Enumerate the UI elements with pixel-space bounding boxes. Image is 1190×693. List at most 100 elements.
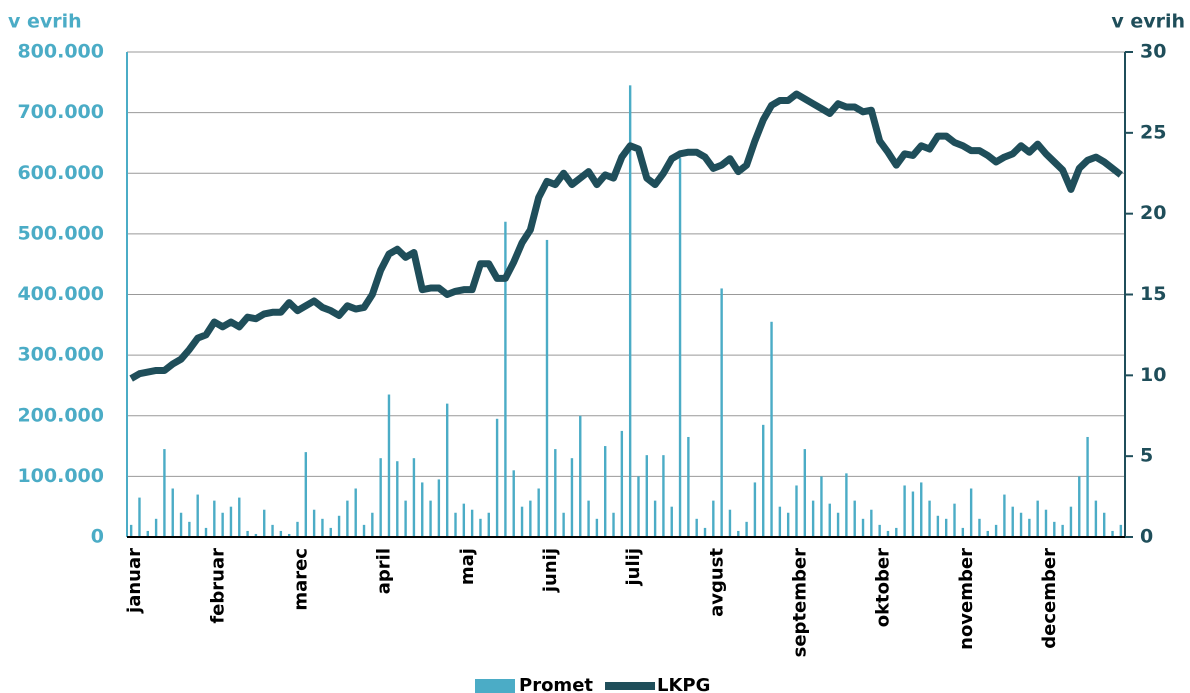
bar <box>712 500 715 537</box>
x-tick-label: junij <box>540 548 561 593</box>
bar <box>720 288 723 537</box>
bar <box>687 436 690 537</box>
bar <box>421 482 424 537</box>
bar <box>1078 476 1081 537</box>
bar <box>961 527 965 537</box>
bar <box>445 403 449 537</box>
x-tick-label: maj <box>457 548 478 585</box>
bar <box>479 518 482 537</box>
bar <box>820 476 823 537</box>
bar <box>745 521 748 537</box>
bar <box>229 506 233 537</box>
bar <box>329 527 332 537</box>
bar <box>163 449 166 537</box>
bar <box>545 239 549 537</box>
bar <box>1044 509 1048 537</box>
bar <box>188 521 191 537</box>
y-tick-label: 500.000 <box>17 222 104 244</box>
bar <box>387 394 391 537</box>
bar <box>662 455 665 537</box>
bar <box>1061 524 1064 537</box>
bar <box>562 512 565 537</box>
bar <box>371 512 374 537</box>
y2-axis-label: v evrih <box>1111 11 1185 33</box>
x-tick-label: oktober <box>873 548 894 627</box>
y-tick-label: 700.000 <box>17 101 104 123</box>
legend-label: LKPG <box>657 675 710 693</box>
bar <box>703 527 707 537</box>
bar <box>1086 436 1089 537</box>
bar <box>604 446 607 537</box>
bar <box>238 497 241 537</box>
x-tick-label: marec <box>290 548 311 611</box>
bar <box>861 518 865 537</box>
y-tick-label: 300.000 <box>17 344 104 366</box>
bar <box>953 503 956 537</box>
bar <box>454 512 457 537</box>
bar <box>1003 494 1006 537</box>
bar <box>554 449 557 537</box>
bar <box>920 482 923 537</box>
y2-tick-label: 25 <box>1140 121 1166 143</box>
bar <box>196 494 199 537</box>
y2-tick-label: 30 <box>1140 41 1166 63</box>
bar <box>213 500 216 537</box>
bar <box>204 527 208 537</box>
bar <box>786 512 790 537</box>
bar <box>529 500 532 537</box>
bar <box>944 518 948 537</box>
y-axis-label: v evrih <box>8 11 82 33</box>
y-tick-label: 800.000 <box>17 41 104 63</box>
bar <box>928 500 931 537</box>
y2-tick-label: 0 <box>1140 526 1153 548</box>
bar <box>911 491 915 537</box>
legend-swatch <box>475 679 515 693</box>
bar <box>1119 524 1123 537</box>
y-tick-label: 0 <box>91 526 104 548</box>
bar <box>836 512 840 537</box>
bar <box>936 515 940 537</box>
bar <box>379 458 382 537</box>
bar <box>645 455 648 537</box>
bar <box>154 518 158 537</box>
bar <box>396 461 399 537</box>
bar <box>296 521 299 537</box>
bar <box>129 524 133 537</box>
bar <box>770 321 773 537</box>
x-tick-label: december <box>1039 548 1060 649</box>
bar <box>695 518 698 537</box>
bar <box>437 479 441 537</box>
bar <box>354 488 357 537</box>
x-tick-label: november <box>956 548 977 650</box>
bar <box>1094 500 1098 537</box>
x-tick-label: september <box>789 548 810 657</box>
y2-tick-label: 20 <box>1140 202 1166 224</box>
bar <box>304 452 308 537</box>
bar <box>462 503 466 537</box>
bar <box>146 530 149 537</box>
bar <box>795 485 798 537</box>
bar <box>346 500 349 537</box>
bar <box>470 509 474 537</box>
bar <box>628 85 632 537</box>
bar <box>1069 506 1073 537</box>
bar <box>404 500 407 537</box>
bar <box>321 518 324 537</box>
bar <box>737 530 740 537</box>
bar <box>362 524 366 537</box>
y-tick-label: 600.000 <box>17 162 104 184</box>
bar <box>271 524 274 537</box>
bar <box>978 518 981 537</box>
bar <box>579 415 582 537</box>
bar <box>1036 500 1039 537</box>
bar <box>171 488 174 537</box>
bar <box>179 512 183 537</box>
x-tick-label: januar <box>124 548 145 614</box>
bar <box>878 524 881 537</box>
bar <box>803 449 807 537</box>
bar <box>612 512 615 537</box>
bar <box>903 485 906 537</box>
bar <box>221 512 224 537</box>
y2-tick-label: 10 <box>1140 364 1166 386</box>
